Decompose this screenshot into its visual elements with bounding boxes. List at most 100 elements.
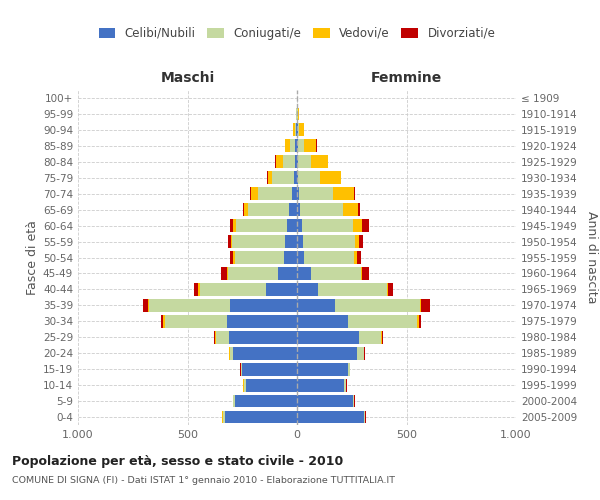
Bar bbox=[227, 315, 297, 328]
Bar bbox=[304, 251, 355, 264]
Bar bbox=[232, 235, 285, 248]
Bar bbox=[292, 188, 297, 200]
Bar bbox=[304, 140, 316, 152]
Bar bbox=[285, 140, 290, 152]
Bar bbox=[297, 315, 349, 328]
Bar bbox=[225, 410, 297, 424]
Bar bbox=[290, 140, 295, 152]
Bar bbox=[318, 283, 387, 296]
Bar bbox=[295, 140, 297, 152]
Bar bbox=[418, 315, 419, 328]
Bar bbox=[215, 331, 216, 344]
Text: Femmine: Femmine bbox=[371, 71, 442, 85]
Bar bbox=[233, 219, 236, 232]
Bar bbox=[236, 219, 287, 232]
Bar bbox=[419, 315, 421, 328]
Bar bbox=[250, 188, 251, 200]
Bar bbox=[233, 251, 235, 264]
Bar bbox=[297, 235, 303, 248]
Bar bbox=[333, 188, 354, 200]
Bar bbox=[266, 283, 297, 296]
Bar bbox=[361, 267, 362, 280]
Bar bbox=[257, 188, 292, 200]
Bar bbox=[359, 235, 364, 248]
Bar bbox=[421, 299, 430, 312]
Bar bbox=[297, 394, 353, 407]
Bar bbox=[245, 378, 297, 392]
Bar bbox=[284, 251, 297, 264]
Bar bbox=[302, 219, 353, 232]
Bar bbox=[272, 172, 295, 184]
Bar bbox=[362, 219, 370, 232]
Bar bbox=[235, 251, 284, 264]
Text: Popolazione per età, sesso e stato civile - 2010: Popolazione per età, sesso e stato civil… bbox=[12, 455, 343, 468]
Bar bbox=[297, 267, 311, 280]
Bar bbox=[248, 204, 289, 216]
Bar bbox=[388, 283, 393, 296]
Bar bbox=[343, 204, 358, 216]
Bar bbox=[214, 331, 215, 344]
Bar bbox=[303, 235, 355, 248]
Bar bbox=[229, 331, 297, 344]
Bar bbox=[223, 410, 225, 424]
Bar bbox=[278, 267, 297, 280]
Bar bbox=[297, 410, 364, 424]
Bar bbox=[244, 204, 248, 216]
Bar bbox=[221, 267, 227, 280]
Bar bbox=[297, 299, 335, 312]
Bar bbox=[353, 394, 354, 407]
Bar bbox=[362, 267, 369, 280]
Bar bbox=[297, 172, 298, 184]
Bar bbox=[295, 124, 296, 136]
Bar bbox=[242, 363, 297, 376]
Bar bbox=[216, 331, 229, 344]
Bar bbox=[289, 204, 297, 216]
Bar bbox=[230, 347, 233, 360]
Bar bbox=[163, 315, 164, 328]
Bar bbox=[231, 235, 232, 248]
Bar bbox=[244, 378, 245, 392]
Bar bbox=[349, 315, 418, 328]
Bar bbox=[230, 299, 297, 312]
Bar bbox=[241, 363, 242, 376]
Bar bbox=[298, 140, 304, 152]
Bar bbox=[344, 378, 346, 392]
Bar bbox=[299, 188, 333, 200]
Bar bbox=[297, 331, 359, 344]
Bar bbox=[297, 251, 304, 264]
Bar bbox=[276, 156, 283, 168]
Bar bbox=[300, 204, 343, 216]
Bar bbox=[387, 283, 388, 296]
Bar bbox=[335, 299, 419, 312]
Bar bbox=[287, 219, 297, 232]
Bar bbox=[295, 156, 297, 168]
Bar bbox=[299, 124, 304, 136]
Bar bbox=[297, 188, 299, 200]
Bar bbox=[143, 299, 148, 312]
Bar bbox=[148, 299, 149, 312]
Bar bbox=[199, 283, 200, 296]
Bar bbox=[297, 124, 298, 136]
Bar bbox=[297, 140, 298, 152]
Bar bbox=[311, 156, 328, 168]
Y-axis label: Fasce di età: Fasce di età bbox=[26, 220, 39, 295]
Bar bbox=[268, 172, 272, 184]
Bar bbox=[200, 283, 266, 296]
Bar bbox=[298, 156, 311, 168]
Legend: Celibi/Nubili, Coniugati/e, Vedovi/e, Divorziati/e: Celibi/Nubili, Coniugati/e, Vedovi/e, Di… bbox=[94, 22, 500, 44]
Text: Maschi: Maschi bbox=[160, 71, 215, 85]
Bar bbox=[297, 378, 344, 392]
Bar bbox=[230, 219, 233, 232]
Text: COMUNE DI SIGNA (FI) - Dati ISTAT 1° gennaio 2010 - Elaborazione TUTTITALIA.IT: COMUNE DI SIGNA (FI) - Dati ISTAT 1° gen… bbox=[12, 476, 395, 485]
Bar bbox=[382, 331, 383, 344]
Bar bbox=[293, 124, 295, 136]
Bar bbox=[233, 347, 297, 360]
Bar bbox=[357, 251, 361, 264]
Bar bbox=[228, 267, 278, 280]
Bar bbox=[349, 363, 350, 376]
Bar bbox=[235, 394, 297, 407]
Bar bbox=[283, 156, 295, 168]
Bar bbox=[355, 251, 357, 264]
Bar bbox=[164, 315, 227, 328]
Bar bbox=[194, 283, 199, 296]
